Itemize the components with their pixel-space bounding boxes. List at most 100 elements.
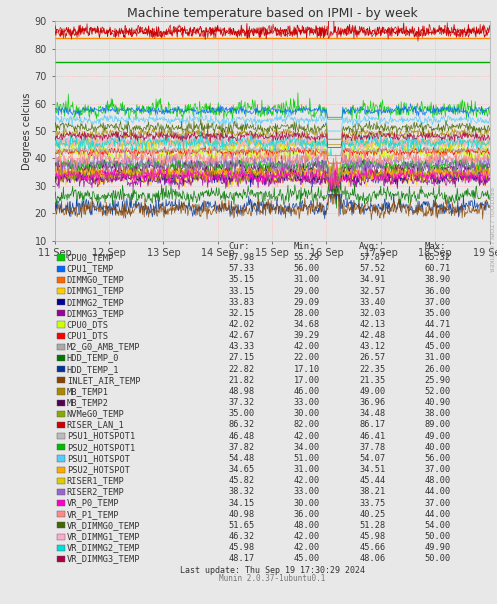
Text: 49.00: 49.00 (359, 387, 385, 396)
Bar (57, 288, 65, 294)
Text: 31.00: 31.00 (424, 353, 451, 362)
Text: 51.00: 51.00 (294, 454, 320, 463)
Text: 51.65: 51.65 (229, 521, 255, 530)
Text: PSU1_HOTSPOT1: PSU1_HOTSPOT1 (67, 432, 135, 440)
Text: RISER1_TEMP: RISER1_TEMP (67, 477, 125, 485)
Text: 48.17: 48.17 (229, 554, 255, 564)
Text: PSU2_HOTSPOT: PSU2_HOTSPOT (67, 465, 130, 474)
Text: 57.87: 57.87 (359, 253, 385, 262)
Text: 42.00: 42.00 (294, 342, 320, 352)
Text: INLET_AIR_TEMP: INLET_AIR_TEMP (67, 376, 140, 385)
Text: 55.29: 55.29 (294, 253, 320, 262)
Text: 38.90: 38.90 (424, 275, 451, 284)
Text: 48.00: 48.00 (294, 521, 320, 530)
Text: 48.00: 48.00 (424, 477, 451, 485)
Text: Last update: Thu Sep 19 17:30:29 2024: Last update: Thu Sep 19 17:30:29 2024 (179, 565, 365, 574)
Text: 33.75: 33.75 (359, 498, 385, 507)
Text: Max:: Max: (424, 242, 446, 251)
Text: VR_P1_TEMP: VR_P1_TEMP (67, 510, 119, 519)
Bar (57, 556, 65, 562)
Text: 49.00: 49.00 (424, 432, 451, 440)
Text: 30.00: 30.00 (294, 410, 320, 419)
Bar (57, 254, 65, 260)
Text: 38.00: 38.00 (424, 410, 451, 419)
Text: CPU1_DTS: CPU1_DTS (67, 331, 109, 340)
Text: HDD_TEMP_1: HDD_TEMP_1 (67, 365, 119, 374)
Bar (57, 277, 65, 283)
Text: 56.00: 56.00 (294, 264, 320, 273)
Title: Machine temperature based on IPMI - by week: Machine temperature based on IPMI - by w… (127, 7, 417, 20)
Text: 34.48: 34.48 (359, 410, 385, 419)
Text: MB_TEMP1: MB_TEMP1 (67, 387, 109, 396)
Text: 35.00: 35.00 (229, 410, 255, 419)
Text: 39.29: 39.29 (294, 331, 320, 340)
Text: 36.96: 36.96 (359, 398, 385, 407)
Text: PSU1_HOTSPOT: PSU1_HOTSPOT (67, 454, 130, 463)
Text: 33.00: 33.00 (294, 487, 320, 496)
Text: Munin 2.0.37-1ubuntu0.1: Munin 2.0.37-1ubuntu0.1 (219, 574, 326, 583)
Text: HDD_TEMP_0: HDD_TEMP_0 (67, 353, 119, 362)
Text: 46.48: 46.48 (229, 432, 255, 440)
Bar (57, 411, 65, 417)
Text: 26.00: 26.00 (424, 365, 451, 374)
Bar (57, 344, 65, 350)
Text: 30.00: 30.00 (294, 498, 320, 507)
Text: Cur:: Cur: (229, 242, 250, 251)
Text: 37.78: 37.78 (359, 443, 385, 452)
Text: M2_G0_AMB_TEMP: M2_G0_AMB_TEMP (67, 342, 140, 352)
Text: 45.00: 45.00 (424, 342, 451, 352)
Text: DIMMG3_TEMP: DIMMG3_TEMP (67, 309, 125, 318)
Text: 21.35: 21.35 (359, 376, 385, 385)
Text: 35.00: 35.00 (424, 309, 451, 318)
Text: 57.98: 57.98 (229, 253, 255, 262)
Bar (57, 388, 65, 394)
Text: 34.65: 34.65 (229, 465, 255, 474)
Text: 31.00: 31.00 (294, 275, 320, 284)
Text: 54.48: 54.48 (229, 454, 255, 463)
Text: Avg:: Avg: (359, 242, 381, 251)
Text: 26.57: 26.57 (359, 353, 385, 362)
Text: 40.00: 40.00 (424, 443, 451, 452)
Text: 40.25: 40.25 (359, 510, 385, 519)
Text: 37.00: 37.00 (424, 298, 451, 307)
Text: PSU2_HOTSPOT1: PSU2_HOTSPOT1 (67, 443, 135, 452)
Text: 37.32: 37.32 (229, 398, 255, 407)
Text: 27.15: 27.15 (229, 353, 255, 362)
Text: 56.00: 56.00 (424, 454, 451, 463)
Text: VR_DIMMG1_TEMP: VR_DIMMG1_TEMP (67, 532, 140, 541)
Text: 46.41: 46.41 (359, 432, 385, 440)
Y-axis label: Degrees celcius: Degrees celcius (22, 92, 32, 170)
Text: 33.00: 33.00 (294, 398, 320, 407)
Text: 37.00: 37.00 (424, 498, 451, 507)
Text: 29.09: 29.09 (294, 298, 320, 307)
Text: 37.82: 37.82 (229, 443, 255, 452)
Text: 48.06: 48.06 (359, 554, 385, 564)
Text: 35.15: 35.15 (229, 275, 255, 284)
Text: 54.00: 54.00 (424, 521, 451, 530)
Text: 54.07: 54.07 (359, 454, 385, 463)
Bar (57, 522, 65, 528)
Bar (57, 333, 65, 339)
Text: 48.98: 48.98 (229, 387, 255, 396)
Text: 33.40: 33.40 (359, 298, 385, 307)
Bar (57, 366, 65, 372)
Text: 45.98: 45.98 (229, 543, 255, 552)
Text: 38.32: 38.32 (229, 487, 255, 496)
Bar (57, 455, 65, 461)
Text: DIMMG2_TEMP: DIMMG2_TEMP (67, 298, 125, 307)
Bar (57, 500, 65, 506)
Text: 57.33: 57.33 (229, 264, 255, 273)
Text: 43.33: 43.33 (229, 342, 255, 352)
Text: 36.00: 36.00 (424, 286, 451, 295)
Bar (57, 299, 65, 305)
Bar (57, 433, 65, 439)
Text: 42.13: 42.13 (359, 320, 385, 329)
Text: 25.90: 25.90 (424, 376, 451, 385)
Text: 60.71: 60.71 (424, 264, 451, 273)
Bar (57, 422, 65, 428)
Text: CPU0_TEMP: CPU0_TEMP (67, 253, 114, 262)
Bar (57, 511, 65, 517)
Text: 17.10: 17.10 (294, 365, 320, 374)
Text: 42.00: 42.00 (294, 477, 320, 485)
Bar (57, 545, 65, 551)
